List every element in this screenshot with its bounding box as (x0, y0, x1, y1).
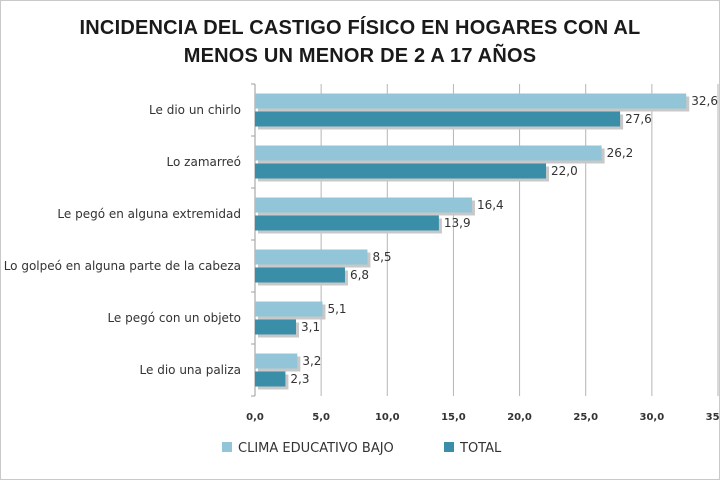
data-label: 2,3 (290, 372, 309, 386)
legend-swatch (222, 442, 232, 452)
data-label: 27,6 (625, 112, 652, 126)
category-label: Le pegó en alguna extremidad (57, 207, 241, 221)
chart-title-line-2: MENOS UN MENOR DE 2 A 17 AÑOS (183, 45, 537, 67)
legend-swatch (444, 442, 454, 452)
bar-total[interactable] (255, 319, 297, 335)
bar-clima-educativo-bajo[interactable] (255, 93, 687, 109)
category-label: Lo golpeó en alguna parte de la cabeza (4, 259, 241, 273)
data-label: 3,1 (301, 320, 320, 334)
bar-total[interactable] (255, 267, 345, 283)
data-label: 32,6 (691, 94, 718, 108)
category-label: Lo zamarreó (167, 155, 241, 169)
data-label: 5,1 (327, 302, 346, 316)
bar-total[interactable] (255, 215, 439, 231)
x-tick-label: 20,0 (507, 412, 532, 423)
data-label: 8,5 (372, 250, 391, 264)
x-tick-label: 5,0 (312, 412, 330, 423)
legend-label: TOTAL (459, 441, 502, 456)
bar-clima-educativo-bajo[interactable] (255, 301, 323, 317)
bar-total[interactable] (255, 371, 286, 387)
data-label: 26,2 (607, 146, 634, 160)
x-tick-label: 10,0 (375, 412, 400, 423)
data-label: 13,9 (444, 216, 471, 230)
bar-total[interactable] (255, 111, 621, 127)
x-tick-label: 15,0 (441, 412, 466, 423)
chart-title: INCIDENCIA DEL CASTIGO FÍSICO EN HOGARES… (0, 14, 720, 70)
x-tick-label: 25,0 (573, 412, 598, 423)
bar-clima-educativo-bajo[interactable] (255, 197, 472, 213)
category-label: Le dio un chirlo (149, 103, 241, 117)
data-label: 22,0 (551, 164, 578, 178)
bar-clima-educativo-bajo[interactable] (255, 249, 368, 265)
data-label: 16,4 (477, 198, 504, 212)
data-label: 3,2 (302, 354, 321, 368)
category-label: Le dio una paliza (140, 363, 241, 377)
bar-total[interactable] (255, 163, 547, 179)
category-label: Le pegó con un objeto (107, 311, 241, 325)
x-tick-label: 0,0 (246, 412, 264, 423)
x-tick-label: 35,0 (706, 412, 720, 423)
bar-clima-educativo-bajo[interactable] (255, 145, 602, 161)
data-label: 6,8 (350, 268, 369, 282)
legend-label: CLIMA EDUCATIVO BAJO (238, 441, 394, 456)
chart-title-line-1: INCIDENCIA DEL CASTIGO FÍSICO EN HOGARES… (79, 17, 641, 39)
bar-clima-educativo-bajo[interactable] (255, 353, 298, 369)
x-tick-label: 30,0 (640, 412, 665, 423)
